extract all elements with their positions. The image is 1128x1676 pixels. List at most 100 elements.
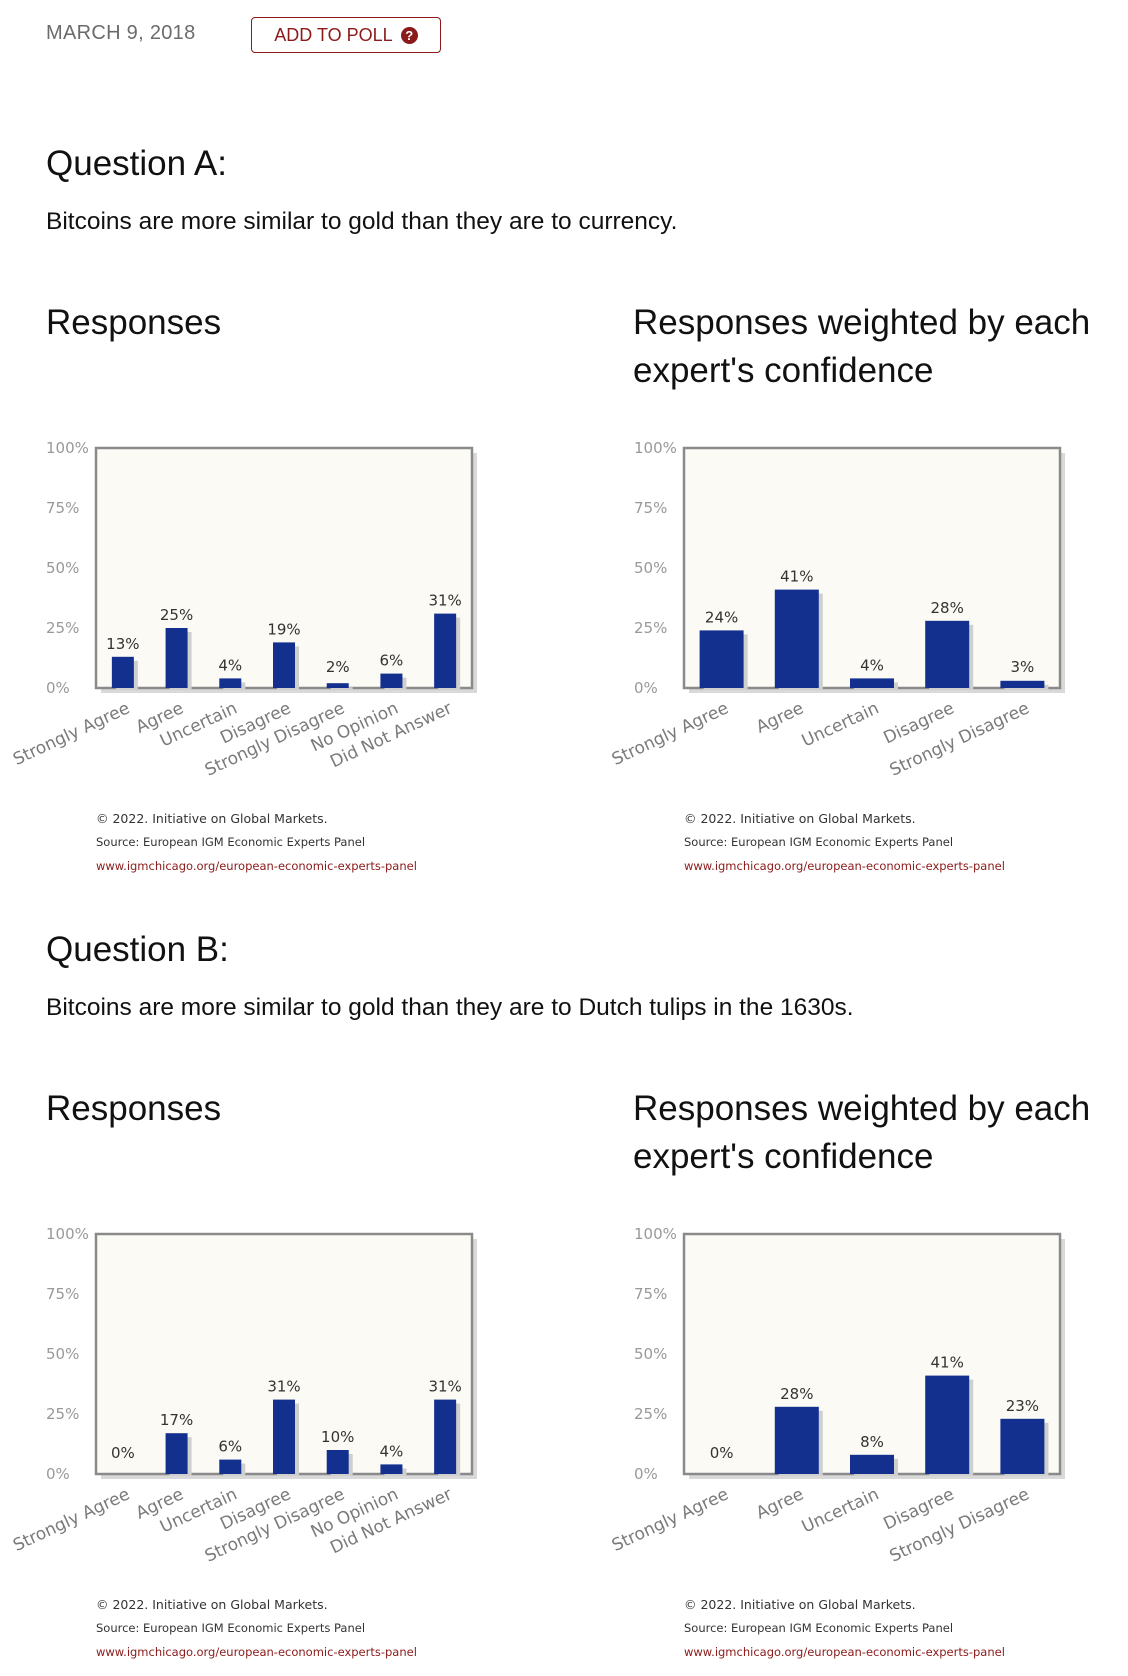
chart-copyright: © 2022. Initiative on Global Markets.	[684, 1597, 916, 1612]
question-a-title: Question A:	[46, 144, 227, 183]
question-b-text: Bitcoins are more similar to gold than t…	[46, 994, 854, 1021]
bar	[850, 678, 894, 688]
bar-value-label: 4%	[218, 656, 242, 674]
chart-source: Source: European IGM Economic Experts Pa…	[684, 835, 953, 849]
bar	[111, 656, 134, 688]
chart-source: Source: European IGM Economic Experts Pa…	[684, 1621, 953, 1635]
plot-area	[682, 1232, 1062, 1476]
y-tick-label: 25%	[46, 619, 79, 637]
category-label: Agree	[753, 698, 807, 737]
bar	[165, 628, 188, 688]
bar	[273, 1399, 295, 1474]
y-tick-label: 75%	[46, 1285, 79, 1303]
responses-title-a: Responses	[46, 303, 222, 342]
y-tick-label: 75%	[634, 499, 667, 517]
category-label: Strongly Disagree	[887, 1484, 1033, 1566]
bar-value-label: 0%	[111, 1444, 135, 1462]
weighted-chart-b: 100%75%50%25%0%0%Strongly Agree28%Agree8…	[609, 1225, 1065, 1659]
chart-source-link[interactable]: www.igmchicago.org/european-economic-exp…	[96, 859, 417, 873]
y-tick-label: 100%	[634, 1225, 677, 1243]
chart-source-link[interactable]: www.igmchicago.org/european-economic-exp…	[684, 1645, 1005, 1659]
bar-value-label: 24%	[705, 608, 738, 626]
bar	[165, 1433, 188, 1474]
category-label: Strongly Agree	[10, 698, 133, 769]
y-tick-label: 0%	[46, 1465, 70, 1483]
bar-value-label: 3%	[1011, 658, 1035, 676]
bar	[1000, 680, 1045, 688]
bar-value-label: 2%	[326, 658, 350, 676]
y-tick-label: 75%	[46, 499, 79, 517]
weighted-chart-a: 100% 75% 50% 25% 0% 24% Strongly Agree 41% Agree…	[609, 439, 1065, 873]
bar-value-label: 19%	[267, 620, 300, 638]
y-tick-label: 100%	[46, 439, 89, 457]
y-tick-label: 25%	[46, 1405, 79, 1423]
y-tick-label: 100%	[634, 439, 677, 457]
category-label: Uncertain	[799, 698, 882, 751]
bar	[699, 630, 744, 688]
bar	[1000, 1418, 1045, 1474]
bar-value-label: 13%	[106, 635, 139, 653]
bar	[434, 613, 457, 688]
bar	[925, 1375, 970, 1474]
bar	[219, 678, 242, 688]
bar	[219, 1459, 242, 1474]
y-tick-label: 50%	[46, 1345, 79, 1363]
bar-shadow	[330, 687, 353, 690]
bar	[774, 589, 819, 688]
add-to-poll-label: ADD TO POLL	[274, 24, 393, 45]
bar-value-label: 31%	[428, 1378, 461, 1396]
category-label: Strongly Agree	[609, 1484, 732, 1555]
category-label: Strongly Agree	[609, 698, 732, 769]
bar	[434, 1399, 457, 1474]
bar-value-label: 4%	[860, 656, 884, 674]
bar	[850, 1454, 894, 1474]
bar-value-label: 41%	[780, 568, 813, 586]
add-to-poll-button[interactable]: ADD TO POLL ?	[251, 17, 441, 53]
bar	[326, 683, 349, 688]
y-tick-label: 50%	[46, 559, 79, 577]
bar-value-label: 4%	[380, 1442, 404, 1460]
y-tick-label: 25%	[634, 1405, 667, 1423]
bar-value-label: 23%	[1006, 1397, 1039, 1415]
bar-value-label: 6%	[380, 652, 404, 670]
responses-chart-a: 100%75%50%25%0%13%Strongly Agree25%Agree…	[10, 439, 477, 873]
bar-value-label: 28%	[780, 1385, 813, 1403]
question-b-title: Question B:	[46, 930, 229, 969]
category-label: Strongly Agree	[10, 1484, 133, 1555]
question-a-text: Bitcoins are more similar to gold than t…	[46, 208, 678, 235]
y-tick-label: 0%	[46, 679, 70, 697]
poll-date: MARCH 9, 2018	[46, 22, 196, 44]
bar-value-label: 0%	[710, 1444, 734, 1462]
chart-source: Source: European IGM Economic Experts Pa…	[96, 1621, 365, 1635]
y-tick-label: 0%	[634, 1465, 658, 1483]
chart-copyright: © 2022. Initiative on Global Markets.	[684, 811, 916, 826]
bar-value-label: 31%	[428, 592, 461, 610]
bar-value-label: 25%	[160, 606, 193, 624]
chart-source-link[interactable]: www.igmchicago.org/european-economic-exp…	[96, 1645, 417, 1659]
chart-source-link[interactable]: www.igmchicago.org/european-economic-exp…	[684, 859, 1005, 873]
responses-title-b: Responses	[46, 1089, 222, 1128]
bar	[380, 1464, 403, 1474]
help-icon[interactable]: ?	[400, 26, 418, 44]
category-label: Uncertain	[799, 1484, 882, 1537]
chart-copyright: © 2022. Initiative on Global Markets.	[96, 811, 328, 826]
bar	[326, 1450, 349, 1474]
bar-value-label: 10%	[321, 1428, 354, 1446]
weighted-title-a: Responses weighted by each expert's conf…	[633, 303, 1091, 390]
responses-chart-b: 100%75%50%25%0%0%Strongly Agree17%Agree6…	[10, 1225, 477, 1659]
y-tick-label: 75%	[634, 1285, 667, 1303]
bar-value-label: 8%	[860, 1433, 884, 1451]
y-tick-label: 100%	[46, 1225, 89, 1243]
bar-value-label: 31%	[267, 1378, 300, 1396]
category-label: Strongly Disagree	[887, 698, 1033, 780]
chart-source: Source: European IGM Economic Experts Pa…	[96, 835, 365, 849]
bar-value-label: 28%	[931, 599, 964, 617]
bar	[380, 673, 403, 688]
bar	[925, 620, 970, 688]
chart-copyright: © 2022. Initiative on Global Markets.	[96, 1597, 328, 1612]
weighted-title-b: Responses weighted by each expert's conf…	[633, 1089, 1091, 1176]
bar-value-label: 41%	[931, 1354, 964, 1372]
bar	[273, 642, 295, 688]
bar	[774, 1406, 819, 1474]
y-tick-label: 0%	[634, 679, 658, 697]
